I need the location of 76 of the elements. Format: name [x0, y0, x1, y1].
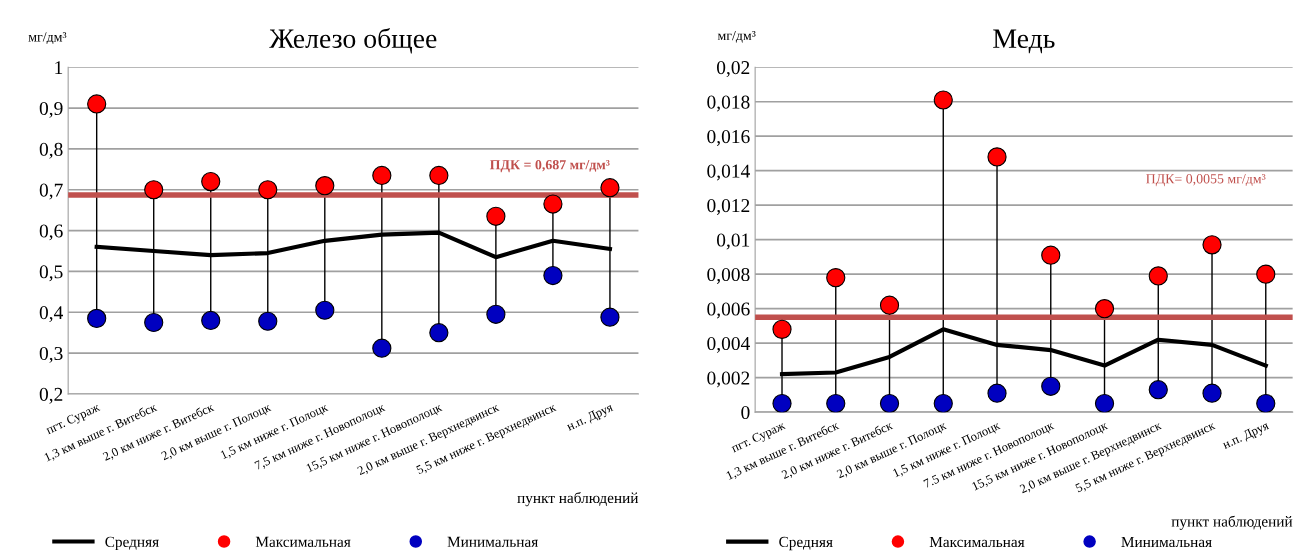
- point: [772, 319, 792, 339]
- point: [1202, 383, 1222, 403]
- legend-label: Максимальная: [255, 536, 351, 548]
- point: [1148, 380, 1168, 400]
- y-tick-label: 0,014: [707, 164, 750, 181]
- y-tick-label: 0,4: [39, 306, 64, 323]
- legend-label: Средняя: [779, 536, 833, 551]
- point: [486, 304, 506, 324]
- legend-label: Средняя: [105, 536, 159, 551]
- y-tick-label: 1: [55, 61, 63, 74]
- point: [315, 300, 335, 320]
- y-tick-label: 0,3: [39, 346, 63, 363]
- point: [144, 180, 164, 200]
- point: [1094, 299, 1115, 319]
- y-tick-label: 0,004: [707, 336, 750, 353]
- point: [258, 180, 278, 200]
- point: [429, 323, 449, 343]
- point: [1041, 245, 1061, 265]
- point: [258, 311, 278, 331]
- legend-label: Минимальная: [447, 536, 538, 548]
- chart-title: Медь: [993, 29, 1055, 54]
- point: [372, 338, 392, 358]
- point: [201, 310, 221, 331]
- x-axis-title: пункт наблюдений: [517, 491, 639, 507]
- point: [201, 171, 221, 192]
- y-tick-label: 0,012: [707, 199, 750, 215]
- y-tick-label: 0,5: [39, 265, 63, 282]
- x-tick-label: н.п. Друя: [565, 402, 615, 434]
- point: [879, 393, 900, 413]
- y-tick-label: 0,006: [707, 302, 750, 319]
- point: [600, 178, 620, 198]
- point: [987, 383, 1007, 403]
- y-axis-title: мг/дм³: [717, 30, 756, 43]
- point: [372, 165, 392, 186]
- point: [933, 393, 953, 413]
- point: [87, 308, 107, 329]
- point: [879, 295, 900, 315]
- y-tick-label: 0,02: [716, 61, 750, 77]
- point: [543, 265, 563, 286]
- point: [543, 194, 563, 214]
- point: [1041, 376, 1061, 396]
- point: [429, 165, 449, 186]
- point: [987, 147, 1007, 167]
- point: [87, 94, 107, 114]
- legend-label: Максимальная: [929, 536, 1025, 548]
- y-tick-label: 0,6: [39, 224, 63, 241]
- y-tick-label: 0,7: [39, 183, 63, 200]
- x-tick-label: н.п. Друя: [1221, 420, 1271, 452]
- point: [1256, 393, 1276, 413]
- point: [772, 393, 792, 413]
- y-tick-label: 0,008: [707, 267, 750, 284]
- y-tick-label: 0,2: [39, 387, 63, 404]
- chart-title: Железо общее: [269, 27, 437, 54]
- y-tick-label: 0: [741, 405, 750, 420]
- legend-label: Минимальная: [1121, 536, 1212, 548]
- y-tick-label: 0,002: [707, 371, 750, 388]
- point: [1202, 235, 1222, 255]
- y-tick-label: 0,9: [39, 101, 63, 118]
- point: [600, 307, 620, 327]
- x-axis-title: пункт наблюдений: [1171, 515, 1293, 530]
- ref-line-label: ПДК= 0,0055 мг/дм³: [1146, 174, 1266, 187]
- point: [315, 176, 335, 196]
- y-tick-label: 0,01: [716, 233, 750, 250]
- y-axis-title: мг/дм³: [28, 32, 67, 45]
- point: [826, 268, 846, 288]
- point: [486, 206, 506, 226]
- y-tick-label: 0,018: [707, 95, 750, 112]
- point: [1094, 393, 1115, 413]
- point: [1148, 266, 1168, 286]
- point: [826, 393, 846, 413]
- y-tick-label: 0,8: [39, 142, 63, 159]
- y-tick-label: 0,016: [707, 130, 750, 146]
- ref-line-label: ПДК = 0,687 мг/дм³: [489, 159, 610, 173]
- point: [933, 90, 953, 110]
- point: [144, 312, 164, 333]
- point: [1256, 264, 1276, 284]
